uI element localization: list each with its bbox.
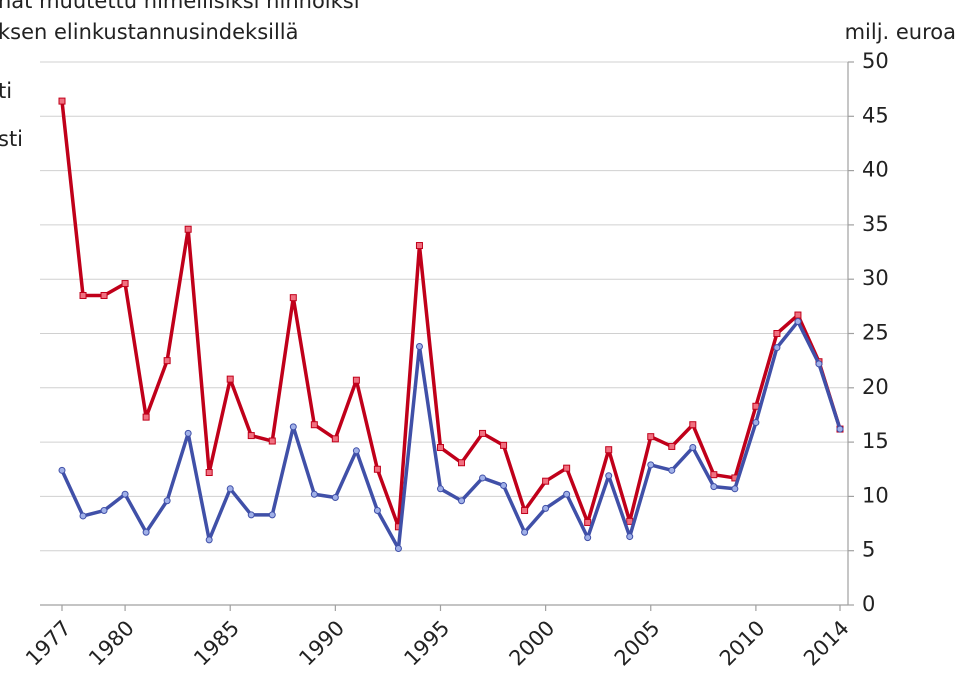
point — [436, 444, 444, 452]
point — [310, 490, 318, 498]
point — [268, 511, 276, 519]
point — [563, 464, 571, 472]
point — [689, 444, 697, 452]
point — [521, 507, 529, 515]
point — [542, 477, 550, 485]
y-tick-label: 50 — [862, 49, 889, 73]
point — [794, 311, 802, 319]
y-tick-label: 0 — [862, 592, 875, 616]
point — [605, 472, 613, 480]
point — [289, 294, 297, 302]
point — [352, 447, 360, 455]
point — [773, 344, 781, 352]
point — [521, 528, 529, 536]
point — [205, 469, 213, 477]
point — [479, 429, 487, 437]
point — [605, 446, 613, 454]
y-tick-label: 25 — [862, 321, 889, 345]
point — [731, 485, 739, 493]
point — [626, 533, 634, 541]
series-line — [60, 319, 842, 551]
point — [710, 471, 718, 479]
y-tick-label: 35 — [862, 212, 889, 236]
point — [331, 493, 339, 501]
point — [373, 465, 381, 473]
point — [668, 466, 676, 474]
point — [373, 507, 381, 515]
x-tick-label: 2005 — [610, 616, 665, 671]
point — [584, 534, 592, 542]
point — [310, 421, 318, 429]
x-tick-label: 1980 — [84, 616, 139, 671]
point — [563, 490, 571, 498]
point — [79, 512, 87, 520]
y-tick-label: 40 — [862, 158, 889, 182]
x-tick-label: 1995 — [399, 616, 454, 671]
point — [668, 442, 676, 450]
legend-label: sti — [0, 127, 23, 151]
point — [415, 242, 423, 250]
y-tick-label: 30 — [862, 266, 889, 290]
point — [436, 485, 444, 493]
point — [500, 441, 508, 449]
y-tick-label: 5 — [862, 538, 875, 562]
point — [773, 330, 781, 337]
point — [584, 518, 592, 526]
point — [289, 423, 297, 431]
point — [205, 536, 213, 544]
point — [163, 357, 171, 365]
point — [184, 429, 192, 437]
y-tick-label: 15 — [862, 429, 889, 453]
point — [247, 432, 255, 440]
point — [121, 490, 129, 498]
point — [163, 497, 171, 505]
x-tick-label: 2000 — [505, 616, 560, 671]
point — [142, 413, 150, 421]
point — [142, 528, 150, 536]
point — [331, 435, 339, 443]
point — [815, 360, 823, 368]
y-axis-label: milj. euroa — [845, 20, 956, 44]
y-tick-label: 45 — [862, 103, 889, 127]
x-tick-label: 2010 — [715, 616, 770, 671]
point — [415, 343, 423, 351]
point — [268, 437, 276, 445]
point — [836, 425, 844, 433]
series-line — [60, 100, 842, 529]
chart-subtitle: ksen elinkustannusindeksillä — [0, 20, 299, 44]
point — [394, 545, 402, 553]
point — [352, 376, 360, 384]
point — [458, 459, 466, 467]
legend-label: ti — [0, 79, 12, 103]
point — [752, 419, 760, 427]
point — [500, 482, 508, 490]
point — [458, 497, 466, 505]
y-tick-label: 20 — [862, 375, 889, 399]
x-tick-label: 2014 — [799, 616, 854, 671]
point — [226, 485, 234, 493]
point — [226, 375, 234, 383]
point — [100, 291, 108, 299]
point — [184, 225, 192, 233]
point — [58, 466, 66, 474]
point — [58, 97, 66, 105]
y-tick-label: 10 — [862, 483, 889, 507]
x-tick-label: 1977 — [21, 616, 76, 671]
point — [542, 504, 550, 512]
point — [647, 461, 655, 469]
x-tick-label: 1985 — [189, 616, 244, 671]
x-tick-label: 1990 — [294, 616, 349, 671]
point — [121, 280, 129, 288]
point — [479, 474, 487, 482]
point — [247, 511, 255, 519]
chart-title: nat muutettu nimellisiksi hinnoiksi — [0, 0, 360, 13]
point — [100, 507, 108, 515]
point — [794, 318, 802, 326]
point — [752, 402, 760, 410]
point — [689, 421, 697, 429]
point — [710, 483, 718, 491]
point — [79, 291, 87, 299]
point — [647, 433, 655, 441]
